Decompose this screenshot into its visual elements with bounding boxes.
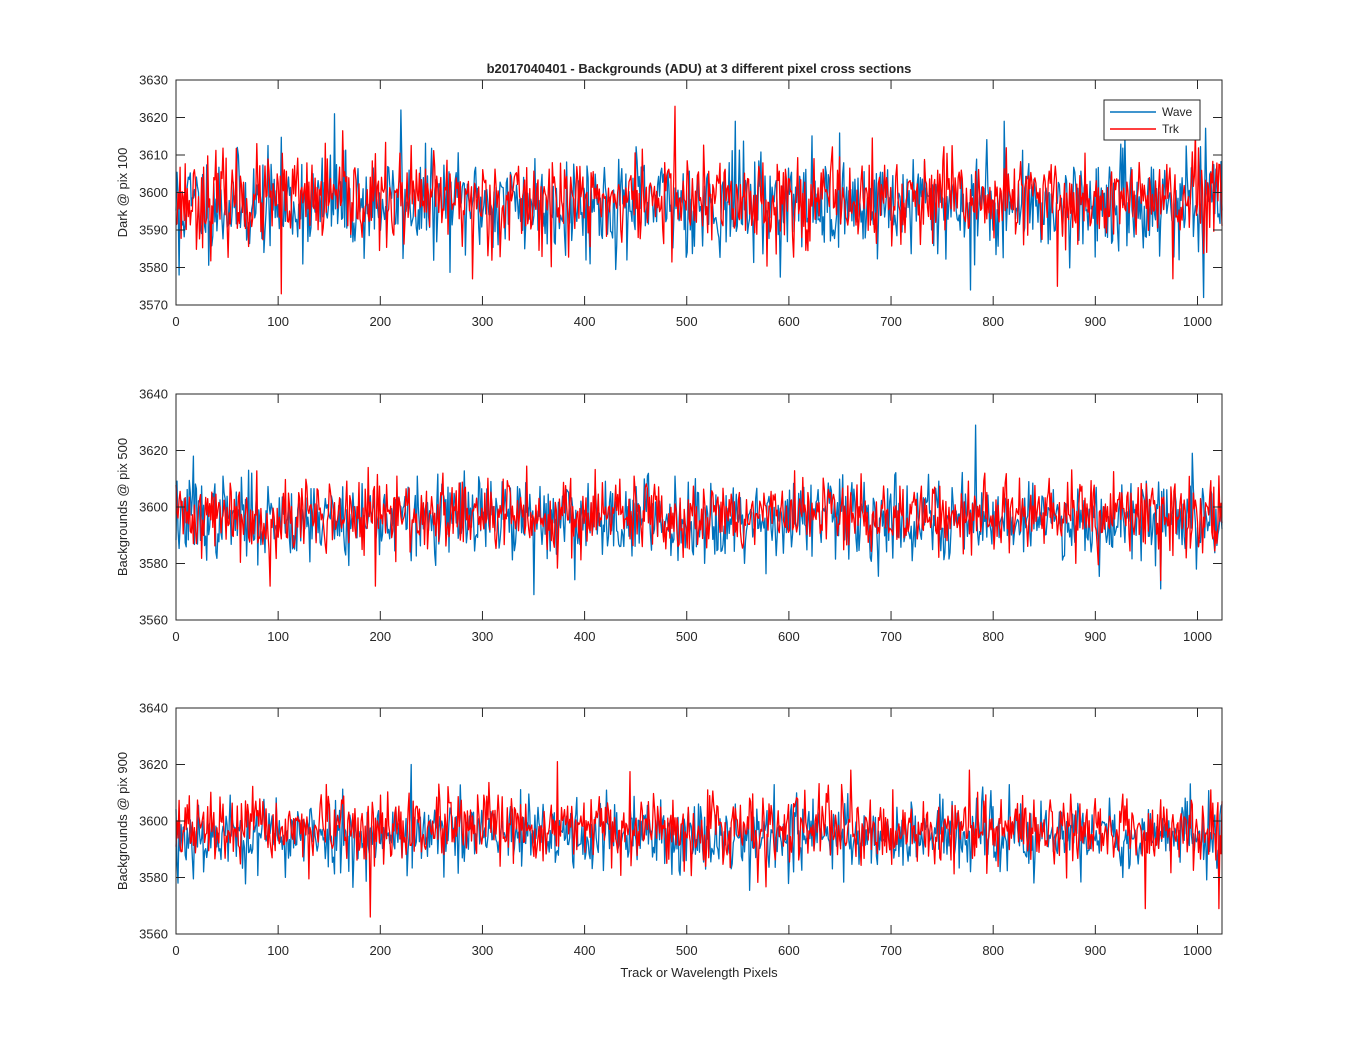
x-tick-label-0-6: 600	[778, 314, 800, 329]
series-line-trk-2	[175, 761, 1223, 918]
x-tick-label-0-2: 200	[369, 314, 391, 329]
legend-wave-label: Wave	[1162, 105, 1193, 119]
legend: Wave Trk	[1103, 99, 1201, 141]
legend-trk-label: Trk	[1162, 122, 1180, 136]
y-tick-label-0-3: 3600	[139, 185, 168, 200]
y-axis-label-2: Backgrounds @ pix 900	[115, 752, 130, 890]
x-tick-label-2-4: 400	[574, 943, 596, 958]
x-tick-label-1-10: 1000	[1183, 629, 1212, 644]
y-axis-label-0: Dark @ pix 100	[115, 148, 130, 238]
x-tick-label-2-7: 700	[880, 943, 902, 958]
x-tick-label-2-0: 0	[172, 943, 179, 958]
x-tick-label-2-6: 600	[778, 943, 800, 958]
x-tick-label-1-5: 500	[676, 629, 698, 644]
y-tick-label-1-4: 3640	[139, 387, 168, 402]
y-tick-label-2-3: 3620	[139, 757, 168, 772]
y-tick-label-0-6: 3630	[139, 73, 168, 88]
y-tick-label-2-2: 3600	[139, 814, 168, 829]
y-tick-label-2-4: 3640	[139, 701, 168, 716]
subplot-backgrounds-pix-500: 0 100 200 300 400 500 600 700 800 900 1000 3560 3580…	[115, 387, 1223, 644]
y-tick-label-1-1: 3580	[139, 556, 168, 571]
x-tick-label-1-9: 900	[1084, 629, 1106, 644]
x-tick-label-2-9: 900	[1084, 943, 1106, 958]
y-tick-label-1-0: 3560	[139, 613, 168, 628]
subplot-dark-pix-100: 0 100 200 300 400 500 600 700 800 900 1000 3570 3580…	[115, 73, 1223, 329]
x-tick-label-1-7: 700	[880, 629, 902, 644]
x-tick-label-0-3: 300	[472, 314, 494, 329]
x-tick-label-0-8: 800	[982, 314, 1004, 329]
y-tick-label-0-4: 3610	[139, 148, 168, 163]
series-line-wave-1	[175, 424, 1223, 596]
y-tick-label-2-0: 3560	[139, 927, 168, 942]
x-tick-label-0-10: 1000	[1183, 314, 1212, 329]
figure-title: b2017040401 - Backgrounds (ADU) at 3 dif…	[487, 61, 912, 76]
x-tick-label-1-0: 0	[172, 629, 179, 644]
x-tick-label-1-2: 200	[369, 629, 391, 644]
y-tick-label-0-0: 3570	[139, 298, 168, 313]
x-tick-label-2-10: 1000	[1183, 943, 1212, 958]
x-tick-label-2-5: 500	[676, 943, 698, 958]
x-tick-label-1-1: 100	[267, 629, 289, 644]
y-tick-label-2-1: 3580	[139, 870, 168, 885]
legend-box	[1103, 99, 1201, 141]
x-tick-label-0-5: 500	[676, 314, 698, 329]
x-tick-label-1-8: 800	[982, 629, 1004, 644]
x-tick-label-1-6: 600	[778, 629, 800, 644]
x-tick-label-0-7: 700	[880, 314, 902, 329]
x-tick-label-1-3: 300	[472, 629, 494, 644]
x-tick-label-0-0: 0	[172, 314, 179, 329]
x-tick-label-2-1: 100	[267, 943, 289, 958]
x-tick-label-0-9: 900	[1084, 314, 1106, 329]
y-tick-label-1-3: 3620	[139, 443, 168, 458]
x-tick-label-1-4: 400	[574, 629, 596, 644]
subplot-backgrounds-pix-900: 0 100 200 300 400 500 600 700 800 900 1000 3560 3580…	[115, 701, 1223, 958]
y-tick-label-0-1: 3580	[139, 260, 168, 275]
x-tick-label-0-1: 100	[267, 314, 289, 329]
x-tick-label-2-8: 800	[982, 943, 1004, 958]
y-axis-label-1: Backgrounds @ pix 500	[115, 438, 130, 576]
y-tick-label-1-2: 3600	[139, 500, 168, 515]
y-tick-label-0-5: 3620	[139, 110, 168, 125]
x-tick-label-2-3: 300	[472, 943, 494, 958]
y-tick-label-0-2: 3590	[139, 223, 168, 238]
series-line-trk-1	[175, 465, 1223, 587]
x-tick-label-0-4: 400	[574, 314, 596, 329]
x-axis-label: Track or Wavelength Pixels	[620, 965, 778, 980]
series-line-trk-0	[175, 105, 1223, 295]
x-tick-label-2-2: 200	[369, 943, 391, 958]
